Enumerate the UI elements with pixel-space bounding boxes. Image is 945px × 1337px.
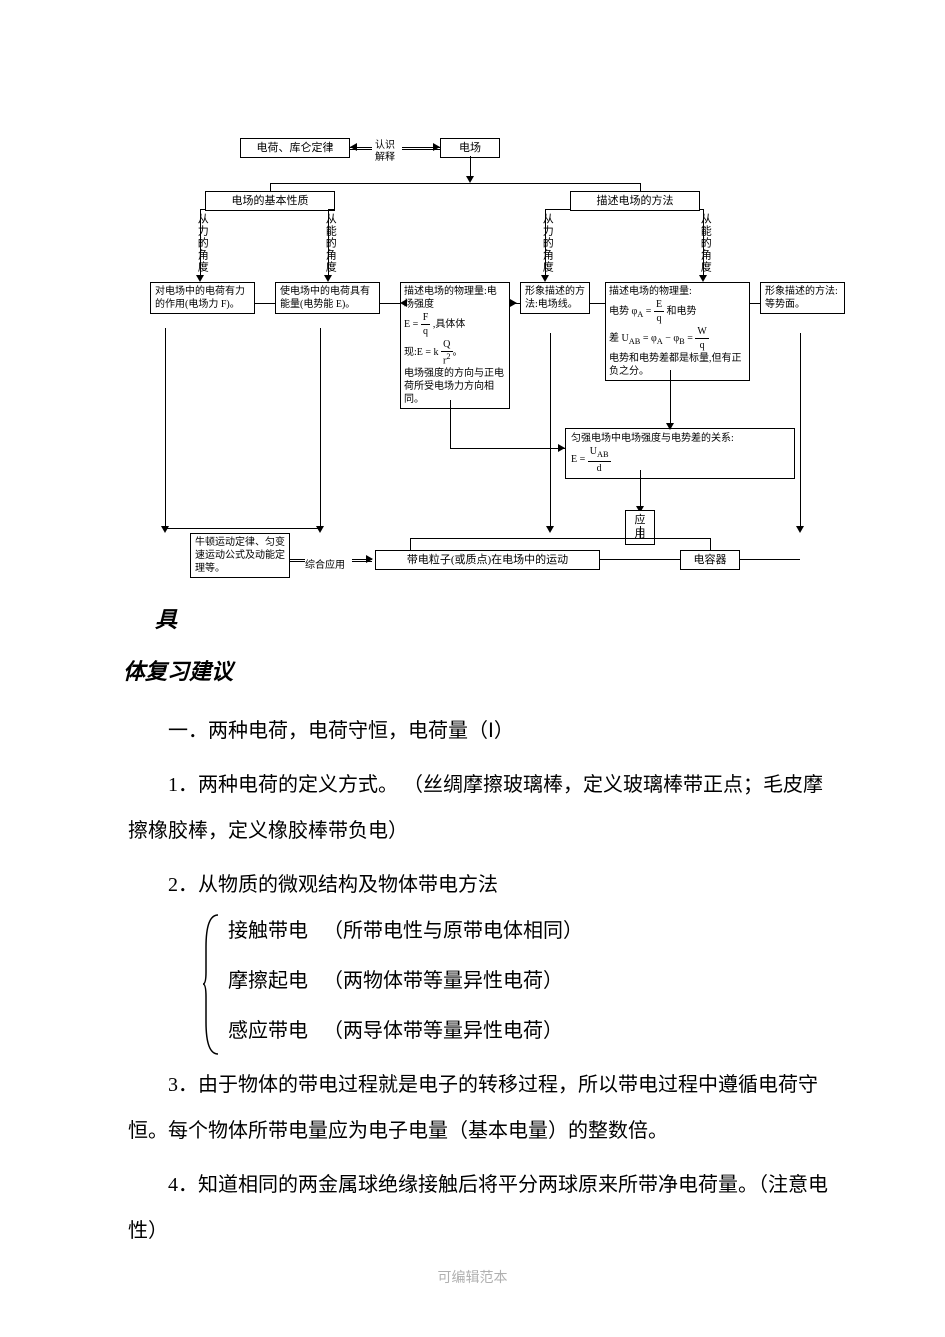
para-1: 一．两种电荷，电荷守恒，电荷量（Ⅰ） <box>128 708 828 754</box>
pot-l1: 描述电场的物理量: <box>609 286 692 297</box>
lh2b <box>700 209 703 210</box>
box-energy-effect: 使电场中的电荷具有能量(电势能 E)。 <box>275 282 380 314</box>
lh-r3a <box>255 303 275 304</box>
box-equipotential: 形象描述的方法:等势面。 <box>760 282 845 314</box>
bracket-i3b: （两导体带等量异性电荷） <box>323 1020 563 1042</box>
bracket-i3a: 感应带电 <box>228 1020 308 1042</box>
fs-l5: 电场强度的方向与正电荷所受电场力方向相同。 <box>404 368 504 405</box>
ar-uf <box>558 444 565 452</box>
ad3 <box>541 275 549 282</box>
ad2 <box>324 275 332 282</box>
box-newton: 牛顿运动定律、匀变速运动公式及动能定理等。 <box>190 533 290 578</box>
bracket-icon <box>203 912 223 1057</box>
ad-uf <box>666 423 674 430</box>
line-v-s2 <box>640 183 641 191</box>
vtext-force2: 从力的角度 <box>540 213 553 273</box>
lh-r3d <box>750 303 760 304</box>
bracket-i2a: 摩擦起电 <box>228 970 308 992</box>
label-zonghe: 综合应用 <box>305 556 345 571</box>
lh-bot1 <box>165 528 318 529</box>
pot-l3: 和电势 <box>667 306 697 317</box>
vtext-energy1: 从能的角度 <box>323 213 336 273</box>
section-title: 体复习建议 <box>123 654 233 686</box>
ad1 <box>196 275 204 282</box>
lh-bot2 <box>410 538 710 539</box>
vtext-force1: 从力的角度 <box>195 213 208 273</box>
lh1b <box>328 209 335 210</box>
lh-r3c <box>590 303 605 304</box>
arrow-l1 <box>350 143 357 151</box>
lv2 <box>328 209 329 277</box>
bracket-i1b: （所带电性与原带电体相同） <box>323 920 583 942</box>
label-jieshi: 解释 <box>375 148 395 163</box>
para-5: 4．知道相同的两金属球绝缘接触后将平分两球原来所带净电荷量。（注意电性） <box>128 1162 828 1254</box>
fs-l1: 描述电场的物理量:电场强度 <box>404 286 497 310</box>
fs-l2: E = <box>404 319 418 330</box>
lv-uf2 <box>670 370 671 428</box>
bracket-i1a: 接触带电 <box>228 920 308 942</box>
line-h-split <box>270 183 640 184</box>
box-basic-nature: 电场的基本性质 <box>205 191 335 211</box>
lv-long3 <box>550 333 551 528</box>
box-vivid: 形象描述的方法:电场线。 <box>520 282 590 314</box>
box-charge-coulomb: 电荷、库仑定律 <box>240 138 350 158</box>
dbl-zh1 <box>290 559 305 562</box>
uf-l2: E = <box>571 454 585 465</box>
ad-l3 <box>546 526 554 533</box>
footer-text: 可编辑范本 <box>0 1267 945 1287</box>
fs-l3: ,具体体 <box>433 319 466 330</box>
box-force-effect: 对电场中的电荷有力的作用(电场力 F)。 <box>150 282 255 314</box>
box-uniform-field: 匀强电场中电场强度与电势差的关系: E = UABd <box>565 428 795 479</box>
box-field-strength: 描述电场的物理量:电场强度 E = Fq ,具体体 现:E = k Qr2。 电… <box>400 282 510 409</box>
line-v-s1 <box>270 183 271 191</box>
lv1 <box>200 209 201 277</box>
pot-l2: 电势 φ <box>609 306 637 317</box>
lv-bot-a <box>410 538 411 550</box>
vtext-energy2: 从能的角度 <box>698 213 711 273</box>
para-3: 2．从物质的微观结构及物体带电方法 <box>128 862 828 908</box>
line-v-top <box>470 156 471 178</box>
para-4: 3．由于物体的带电过程就是电子的转移过程，所以带电过程中遵循电荷守恒。每个物体所… <box>128 1062 828 1154</box>
arrow-r1 <box>433 143 440 151</box>
ju-char: 具 <box>155 602 177 634</box>
lh-r3b <box>380 303 400 304</box>
lh2a <box>545 209 570 210</box>
fs-l4: 现:E = k <box>404 347 439 358</box>
box-capacitor: 电容器 <box>680 550 740 570</box>
lh-uf <box>450 448 565 449</box>
box-describe-method: 描述电场的方法 <box>570 191 700 211</box>
box-potential: 描述电场的物理量: 电势 φA = Eq 和电势 差 UAB = φA − φB… <box>605 282 750 381</box>
lv-long4 <box>800 333 801 528</box>
para-2: 1．两种电荷的定义方式。 （丝绸摩擦玻璃棒，定义玻璃棒带正点；毛皮摩擦橡胶棒，定… <box>128 762 828 854</box>
ad4 <box>699 275 707 282</box>
lh-cap <box>600 559 680 560</box>
lh-cap2 <box>740 559 800 560</box>
lv-long2 <box>320 328 321 528</box>
lv-uf1 <box>450 400 451 448</box>
pot-l4: 差 U <box>609 333 629 344</box>
arrow-d-top <box>466 176 474 183</box>
lv-yy <box>640 526 641 538</box>
pot-l5: 电势和电势差都是标量,但有正负之分。 <box>609 353 742 377</box>
ad-l4 <box>796 526 804 533</box>
lv-long1 <box>165 328 166 528</box>
box-motion: 带电粒子(或质点)在电场中的运动 <box>375 550 600 570</box>
lv3 <box>545 209 546 277</box>
ar-zh <box>366 555 373 563</box>
lh1a <box>200 209 205 210</box>
al-r3 <box>400 299 407 307</box>
lv4 <box>703 209 704 277</box>
lv-bot-b <box>710 538 711 550</box>
concept-diagram: 电荷、库仑定律 电场 认识 解释 电场的基本性质 描述电场的方法 从力的角度 从… <box>150 138 850 598</box>
lh-r3e <box>510 303 520 304</box>
bracket-i2b: （两物体带等量异性电荷） <box>323 970 563 992</box>
uf-l1: 匀强电场中电场强度与电势差的关系: <box>571 433 734 444</box>
